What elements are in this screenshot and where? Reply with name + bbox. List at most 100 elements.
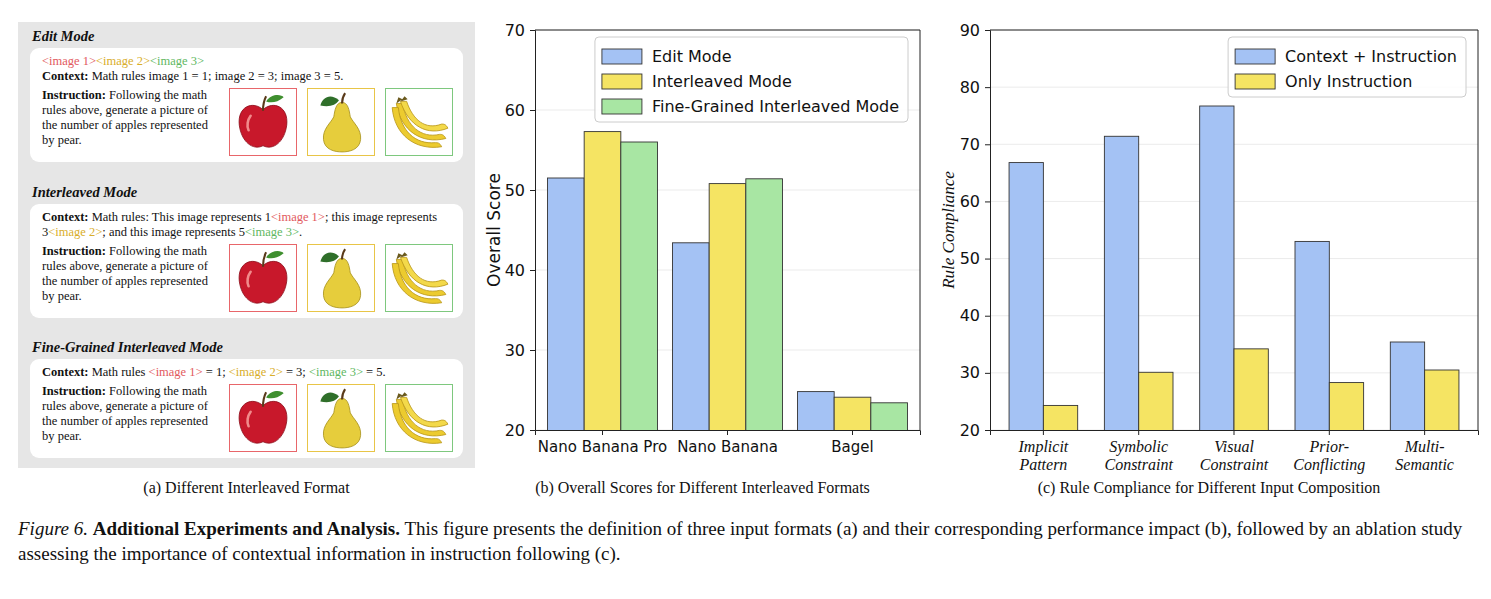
tick: 70 (960, 135, 990, 154)
tick-mark (985, 259, 990, 260)
image-row (229, 384, 453, 452)
banana-tips (396, 392, 407, 399)
caption-heading: Additional Experiments and Analysis. (93, 518, 400, 539)
image-frame (385, 88, 453, 156)
context-text: = 1; (203, 365, 229, 379)
axis-line (530, 31, 536, 431)
context-line: Context: Math rules image 1 = 1; image 2… (42, 69, 453, 84)
legend-swatch (1235, 74, 1275, 89)
instruction-label: Instruction: (42, 384, 106, 398)
image-frame (307, 384, 375, 452)
legend-swatch (602, 74, 642, 89)
legend-swatch (602, 99, 642, 114)
tick-label-line: Multi- (1404, 438, 1445, 455)
apple-stem (263, 96, 266, 110)
instruction-label: Instruction: (42, 88, 106, 102)
bar (709, 184, 746, 430)
legend: Edit ModeInterleaved ModeFine-Grained In… (595, 37, 908, 122)
image-token: <image 3> (309, 365, 363, 379)
legend-box (595, 37, 908, 122)
tick-mark (985, 430, 990, 431)
tick-mark (1329, 430, 1330, 435)
apple-body (239, 105, 287, 147)
banana (400, 397, 447, 427)
context-line: Context: Math rules <image 1> = 1; <imag… (42, 365, 453, 380)
tick: 40 (505, 261, 535, 280)
y-axis: 203040506070 (505, 21, 536, 440)
tick-label: 30 (505, 341, 525, 360)
context-text: = 3; (283, 365, 309, 379)
tick-label: Nano Banana (677, 438, 778, 456)
instruction: Instruction: Following the math rules ab… (42, 384, 218, 444)
image-frame (229, 244, 297, 312)
tick: ImplicitPattern (1017, 430, 1068, 473)
pear-stem (342, 93, 345, 103)
image-token: <image 2> (48, 225, 102, 239)
legend-label: Interleaved Mode (652, 72, 792, 91)
mode-box: <image 1><image 2><image 3>Context: Math… (30, 48, 463, 162)
chart-panel: ImplicitPatternSymbolicConstraintVisualC… (939, 21, 1479, 545)
tick-mark (985, 373, 990, 374)
tick-mark (985, 30, 990, 31)
tick-label-line: Implicit (1017, 438, 1068, 456)
banana (392, 263, 442, 303)
fruit-icon (386, 245, 452, 311)
banana-tips (396, 252, 407, 259)
apple-shine (247, 271, 250, 285)
axis-line (991, 431, 1479, 436)
tick: 80 (960, 78, 990, 97)
tick-mark (985, 144, 990, 145)
fruit-icon (230, 245, 296, 311)
tick-label-line: Visual (1214, 438, 1254, 455)
context-text: Math rules image 1 = 1; image 2 = 3; ima… (92, 69, 344, 83)
context-text: = 5. (363, 365, 386, 379)
tick-mark (985, 201, 990, 202)
pear-leaf (320, 252, 339, 262)
bar (1425, 370, 1459, 430)
image-frame (307, 88, 375, 156)
tick-mark (530, 30, 535, 31)
tick-label: ImplicitPattern (1017, 438, 1068, 473)
tick-mark (1138, 430, 1139, 435)
bars (1009, 106, 1459, 430)
image-frame (307, 244, 375, 312)
tick-label: Multi-Semantic (1395, 438, 1454, 473)
tick-label: Bagel (831, 438, 873, 456)
image-frame (385, 384, 453, 452)
bar (1234, 349, 1268, 430)
apple-leaf (266, 95, 284, 102)
tick-mark (530, 270, 535, 271)
apple-leaf (266, 250, 284, 257)
legend-label: Fine-Grained Interleaved Mode (652, 97, 899, 116)
apple-leaf (266, 391, 284, 398)
tick-label: 20 (960, 421, 980, 440)
caption-label: Figure 6. (18, 518, 88, 539)
tick-label: 50 (960, 249, 980, 268)
image-row (229, 244, 453, 312)
pear-stem (342, 389, 345, 399)
context-text: Math rules (92, 365, 149, 379)
mode-heading: Fine-Grained Interleaved Mode (32, 339, 463, 356)
tick-mark (985, 87, 990, 88)
context-text: ; and this image represents 5 (102, 225, 245, 239)
tick-mark (530, 190, 535, 191)
bar (798, 392, 835, 430)
tick: 40 (960, 306, 990, 325)
tick-mark (602, 430, 603, 435)
tick-label: 90 (960, 21, 980, 40)
tick: 30 (960, 363, 990, 382)
mode-box: Context: Math rules <image 1> = 1; <imag… (30, 359, 463, 458)
tick: Prior-Conflicting (1293, 430, 1365, 474)
banana (392, 108, 442, 148)
fruit-icon (308, 385, 374, 451)
image-frame (385, 244, 453, 312)
legend-label: Context + Instruction (1285, 47, 1457, 66)
pear-body (323, 258, 360, 308)
legend-box (1228, 37, 1466, 97)
tick: 50 (505, 181, 535, 200)
axis-line (536, 431, 921, 436)
x-axis: ImplicitPatternSymbolicConstraintVisualC… (991, 430, 1479, 474)
frame (920, 30, 921, 430)
banana-tips (396, 96, 407, 103)
image-token: <image 1> (149, 365, 203, 379)
